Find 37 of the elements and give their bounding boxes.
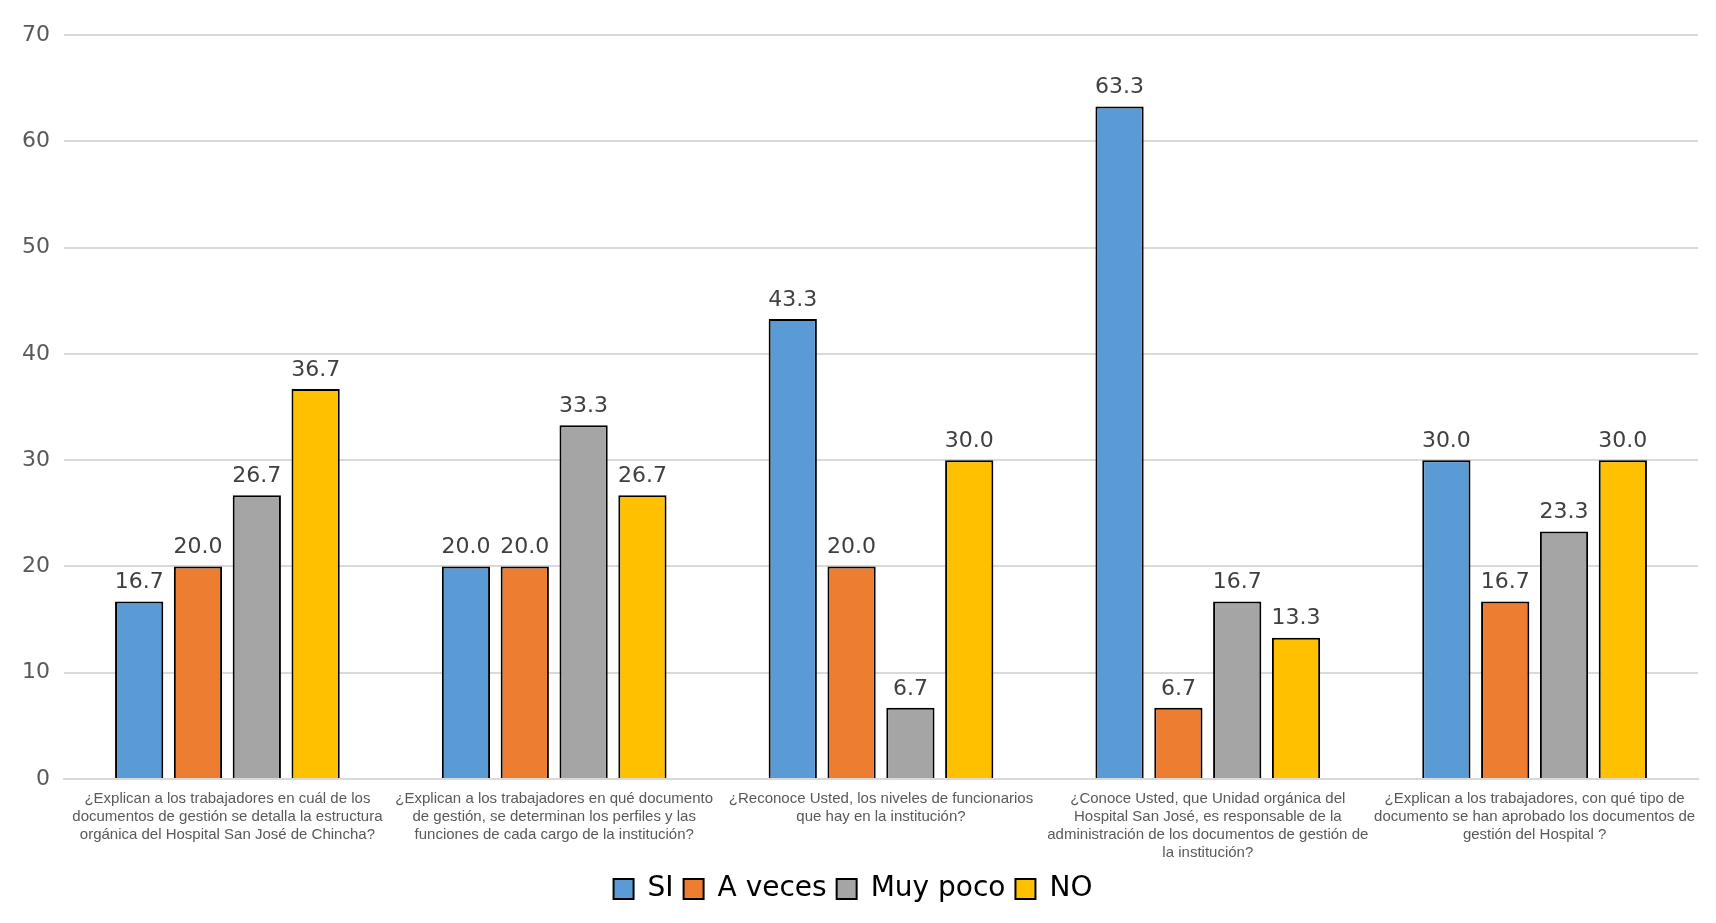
data-label: 6.7: [892, 674, 928, 700]
y-tick-label: 10: [21, 658, 50, 684]
y-tick-label: 70: [21, 20, 50, 46]
data-label: 30.0: [1598, 426, 1648, 452]
x-tick-label: ¿Conoce Usted, que Unidad orgánica del Hospital San José, es responsable de la administración de los documentos de gestión de la institución?: [1047, 789, 1369, 861]
y-tick-label: 20: [21, 552, 50, 578]
data-label: 20.0: [441, 533, 491, 559]
data-label: 16.7: [114, 568, 164, 594]
data-label: 13.3: [1271, 604, 1321, 630]
data-label: 26.7: [232, 462, 282, 488]
data-label: 20.0: [500, 533, 550, 559]
legend-label: NO: [1049, 870, 1093, 904]
data-label: 33.3: [559, 391, 609, 417]
data-label: 36.7: [291, 355, 341, 381]
y-tick-label: 0: [35, 764, 50, 790]
y-tick-label: 40: [21, 339, 50, 365]
data-label: 43.3: [768, 285, 818, 311]
x-tick-label: ¿Explican a los trabajadores, con qué tipo de documento se han aprobado los documentos de gestión del Hospital ?: [1374, 789, 1696, 843]
data-label: 16.7: [1480, 568, 1530, 594]
data-label: 26.7: [617, 462, 667, 488]
x-tick-label: ¿Explican a los trabajadores en cuál de los documentos de gestión se detalla la estructura orgánica del Hospital San José de Chincha?: [72, 789, 384, 843]
y-tick-label: 30: [21, 445, 50, 471]
legend-label: Muy poco: [870, 870, 1006, 904]
data-label: 30.0: [1421, 426, 1471, 452]
data-label: 20.0: [827, 533, 877, 559]
data-label: 6.7: [1160, 674, 1196, 700]
x-tick-label: ¿Explican a los trabajadores en qué documento de gestión, se determinan los perfiles y las funciones de cada cargo de la institución?: [395, 789, 714, 843]
data-label: 30.0: [944, 426, 994, 452]
x-tick-label: ¿Reconoce Usted, los niveles de funcionarios que hay en la institución?: [728, 789, 1034, 825]
data-label: 16.7: [1212, 568, 1262, 594]
data-label: 20.0: [173, 533, 223, 559]
y-tick-label: 50: [21, 233, 50, 259]
y-tick-label: 60: [21, 127, 50, 153]
legend-label: SI: [647, 870, 674, 904]
data-label: 63.3: [1095, 73, 1145, 99]
legend-label: A veces: [717, 870, 827, 904]
data-label: 23.3: [1539, 498, 1589, 524]
